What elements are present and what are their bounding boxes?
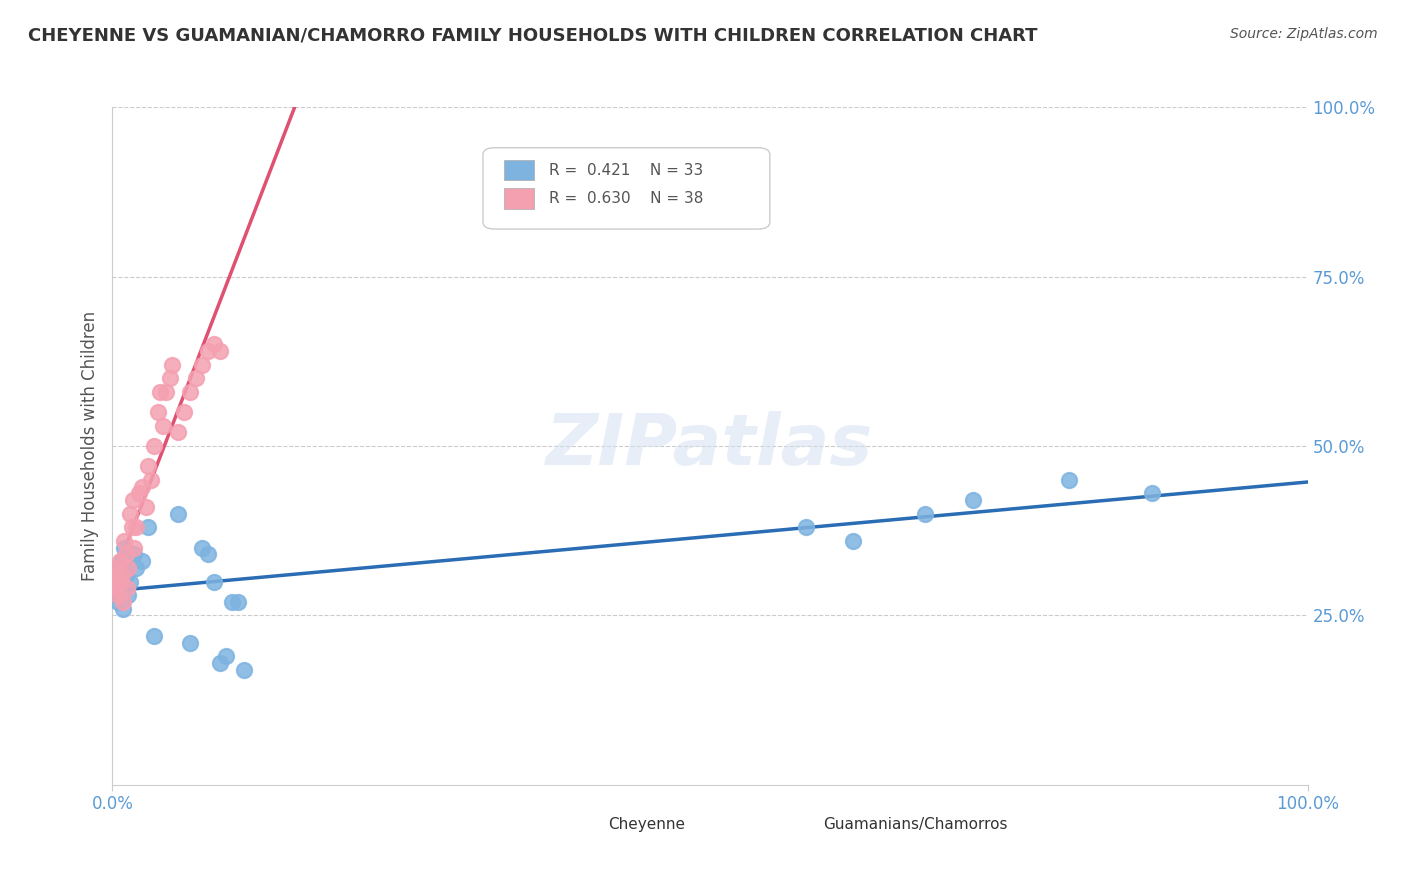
Point	[155, 384, 177, 399]
Point	[202, 337, 225, 351]
Point	[139, 473, 162, 487]
Point	[186, 371, 208, 385]
Point	[179, 384, 201, 399]
Point	[914, 507, 936, 521]
Point	[105, 561, 128, 575]
Point	[108, 554, 131, 568]
Point	[112, 601, 135, 615]
Point	[962, 493, 984, 508]
Point	[105, 567, 128, 582]
Point	[167, 507, 190, 521]
Point	[173, 405, 195, 419]
FancyBboxPatch shape	[505, 160, 534, 180]
Point	[191, 541, 214, 555]
Point	[221, 595, 243, 609]
Point	[143, 439, 166, 453]
Point	[128, 486, 150, 500]
Point	[1142, 486, 1164, 500]
Y-axis label: Family Households with Children: Family Households with Children	[80, 311, 98, 581]
Point	[112, 595, 135, 609]
Text: Guamanians/Chamorros: Guamanians/Chamorros	[824, 817, 1008, 832]
Point	[794, 520, 817, 534]
Point	[104, 574, 127, 589]
Point	[110, 582, 132, 596]
Point	[115, 582, 138, 596]
Point	[122, 548, 145, 562]
Point	[104, 582, 127, 596]
Text: Source: ZipAtlas.com: Source: ZipAtlas.com	[1230, 27, 1378, 41]
Point	[167, 425, 190, 440]
Point	[120, 574, 142, 589]
Point	[197, 344, 219, 359]
Point	[107, 588, 129, 602]
Point	[131, 554, 153, 568]
Point	[108, 567, 131, 582]
Point	[842, 533, 865, 548]
Point	[152, 418, 174, 433]
Point	[117, 561, 139, 575]
Point	[114, 548, 136, 562]
Text: ZIPatlas: ZIPatlas	[547, 411, 873, 481]
Point	[149, 384, 172, 399]
Text: R =  0.630    N = 38: R = 0.630 N = 38	[548, 191, 703, 206]
Text: Cheyenne: Cheyenne	[609, 817, 686, 832]
Point	[105, 561, 128, 575]
Point	[131, 480, 153, 494]
Point	[114, 533, 135, 548]
FancyBboxPatch shape	[782, 817, 815, 832]
Point	[125, 520, 148, 534]
Point	[143, 629, 166, 643]
Point	[197, 548, 219, 562]
Point	[202, 574, 225, 589]
FancyBboxPatch shape	[567, 817, 600, 832]
Point	[159, 371, 181, 385]
Point	[179, 635, 201, 649]
Point	[215, 649, 238, 664]
Point	[121, 520, 143, 534]
Point	[114, 567, 136, 582]
Point	[114, 541, 135, 555]
Point	[209, 344, 232, 359]
Point	[191, 358, 214, 372]
Point	[117, 588, 139, 602]
Text: CHEYENNE VS GUAMANIAN/CHAMORRO FAMILY HOUSEHOLDS WITH CHILDREN CORRELATION CHART: CHEYENNE VS GUAMANIAN/CHAMORRO FAMILY HO…	[28, 27, 1038, 45]
Point	[233, 663, 256, 677]
Point	[110, 574, 132, 589]
Point	[122, 541, 145, 555]
FancyBboxPatch shape	[484, 148, 770, 229]
Point	[111, 567, 134, 582]
Point	[138, 520, 160, 534]
Point	[111, 554, 134, 568]
Text: R =  0.421    N = 33: R = 0.421 N = 33	[548, 162, 703, 178]
Point	[103, 574, 125, 589]
Point	[105, 588, 128, 602]
Point	[125, 561, 148, 575]
Point	[209, 656, 232, 670]
Point	[226, 595, 249, 609]
Point	[107, 595, 129, 609]
Point	[121, 493, 143, 508]
Point	[162, 358, 183, 372]
Point	[146, 405, 169, 419]
FancyBboxPatch shape	[505, 188, 534, 209]
Point	[138, 459, 160, 474]
Point	[135, 500, 157, 514]
Point	[120, 507, 142, 521]
Point	[1057, 473, 1080, 487]
